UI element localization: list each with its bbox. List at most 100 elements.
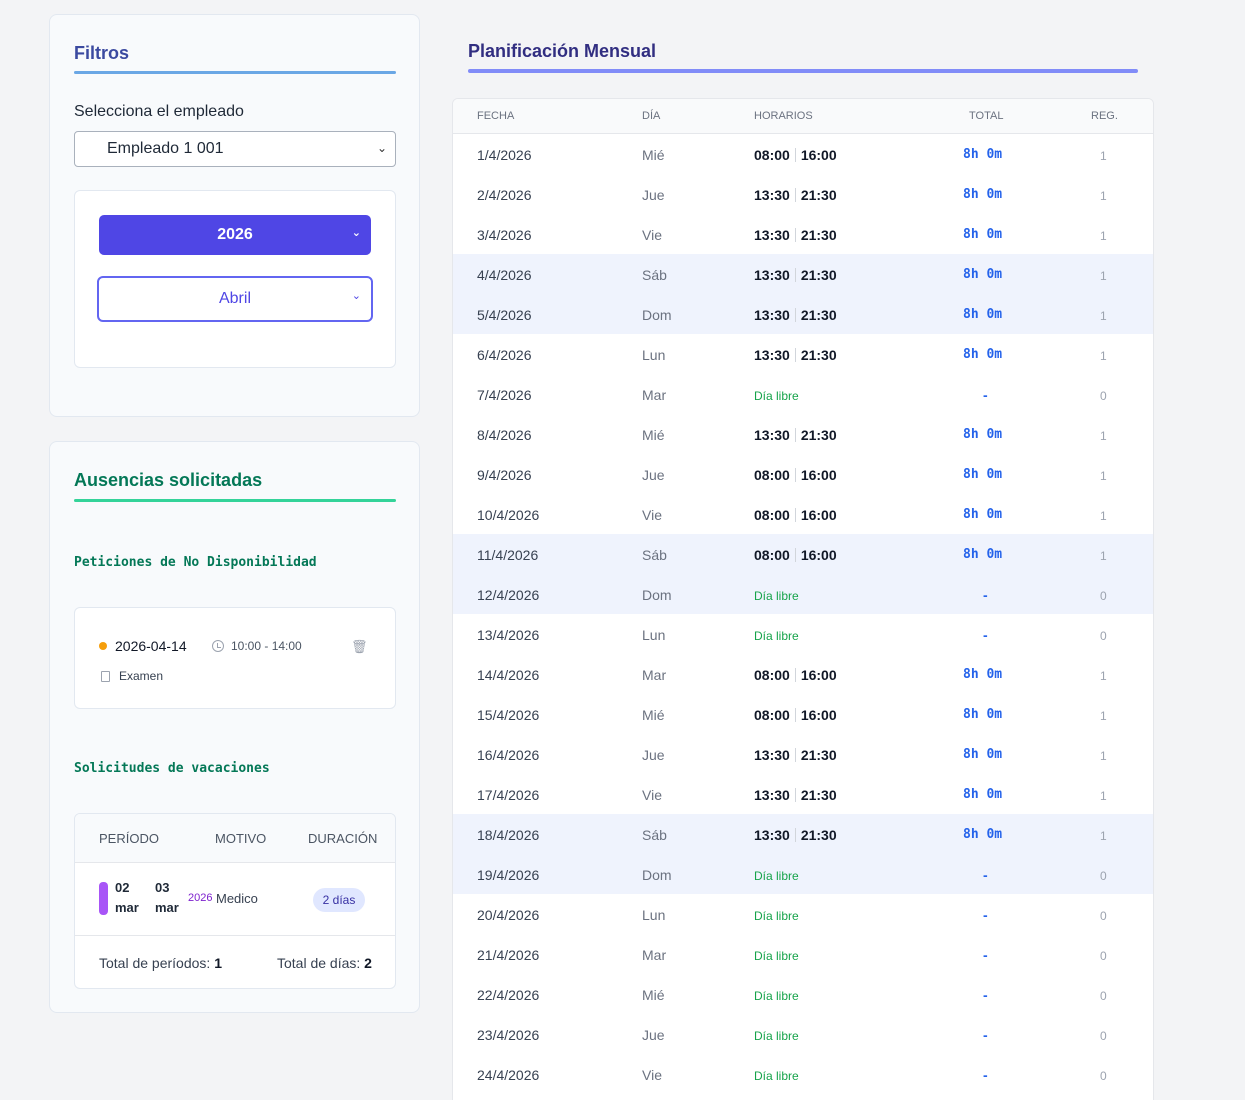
row-reg: 1 <box>1100 309 1107 323</box>
row-start-time: 08:00 <box>754 147 790 163</box>
schedule-row[interactable]: 7/4/2026 Mar Día libre - 0 <box>453 374 1153 414</box>
row-reg: 0 <box>1100 1069 1107 1083</box>
row-date: 6/4/2026 <box>477 347 532 363</box>
row-start-time: 13:30 <box>754 187 790 203</box>
row-end-time: 16:00 <box>800 707 837 723</box>
schedule-row[interactable]: 10/4/2026 Vie 08:00 16:00 8h 0m 1 <box>453 494 1153 534</box>
row-total: - <box>983 947 988 963</box>
row-date: 2/4/2026 <box>477 187 532 203</box>
row-hours: 08:00 16:00 <box>754 547 837 563</box>
row-day: Lun <box>642 907 666 923</box>
schedule-row[interactable]: 5/4/2026 Dom 13:30 21:30 8h 0m 1 <box>453 294 1153 334</box>
schedule-row[interactable]: 13/4/2026 Lun Día libre - 0 <box>453 614 1153 654</box>
schedule-row[interactable]: 17/4/2026 Vie 13:30 21:30 8h 0m 1 <box>453 774 1153 814</box>
schedule-row[interactable]: 14/4/2026 Mar 08:00 16:00 8h 0m 1 <box>453 654 1153 694</box>
row-day: Dom <box>642 867 672 883</box>
row-date: 4/4/2026 <box>477 267 532 283</box>
unavailability-time: 10:00 - 14:00 <box>231 639 302 653</box>
total-periods-value: 1 <box>214 955 222 971</box>
vacation-reason: Medico <box>216 891 258 906</box>
schedule-title: Planificación Mensual <box>468 41 657 61</box>
row-reg: 0 <box>1100 629 1107 643</box>
row-date: 18/4/2026 <box>477 827 540 843</box>
time-separator <box>794 748 796 762</box>
year-select-value: 2026 <box>217 226 253 243</box>
vacations-table: PERÍODO MOTIVO DURACIÓN 02 mar 03 mar 20… <box>74 813 396 989</box>
schedule-row[interactable]: 21/4/2026 Mar Día libre - 0 <box>453 934 1153 974</box>
employee-select[interactable]: Empleado 1 001 ⌄ <box>74 131 396 167</box>
total-days-label: Total de días: <box>277 955 361 971</box>
schedule-row[interactable]: 3/4/2026 Vie 13:30 21:30 8h 0m 1 <box>453 214 1153 254</box>
schedule-row[interactable]: 1/4/2026 Mié 08:00 16:00 8h 0m 1 <box>453 134 1153 174</box>
row-end-time: 16:00 <box>800 667 837 683</box>
row-hours: 13:30 21:30 <box>754 267 837 283</box>
total-periods-label: Total de períodos: <box>99 955 211 971</box>
time-separator <box>794 828 796 842</box>
schedule-row[interactable]: 24/4/2026 Vie Día libre - 0 <box>453 1054 1153 1094</box>
time-separator <box>794 708 796 722</box>
row-reg: 1 <box>1100 229 1107 243</box>
row-end-time: 21:30 <box>800 267 837 283</box>
vacation-row[interactable]: 02 mar 03 mar 2026 Medico 2 días <box>75 863 395 936</box>
row-free-day: Día libre <box>754 869 799 883</box>
time-separator <box>794 788 796 802</box>
year-select[interactable]: 2026 ⌄ <box>99 215 371 255</box>
row-day: Mar <box>642 947 667 963</box>
header-reason: MOTIVO <box>215 831 267 846</box>
time-separator <box>794 548 796 562</box>
row-free-day: Día libre <box>754 989 799 1003</box>
schedule-row[interactable]: 11/4/2026 Sáb 08:00 16:00 8h 0m 1 <box>453 534 1153 574</box>
row-total: - <box>983 387 988 403</box>
schedule-table: FECHA DÍA HORARIOS TOTAL REG. 1/4/2026 Mi… <box>452 98 1154 1100</box>
row-date: 11/4/2026 <box>477 547 539 563</box>
row-reg: 0 <box>1100 909 1107 923</box>
schedule-row[interactable]: 4/4/2026 Sáb 13:30 21:30 8h 0m 1 <box>453 254 1153 294</box>
trash-icon[interactable]: 🗑 <box>351 639 368 654</box>
schedule-divider <box>468 69 1138 73</box>
duration-badge: 2 días <box>313 888 365 912</box>
row-day: Lun <box>642 347 666 363</box>
schedule-row[interactable]: 9/4/2026 Jue 08:00 16:00 8h 0m 1 <box>453 454 1153 494</box>
row-end-time: 21:30 <box>800 347 837 363</box>
schedule-row[interactable]: 2/4/2026 Jue 13:30 21:30 8h 0m 1 <box>453 174 1153 214</box>
time-separator <box>794 468 796 482</box>
schedule-row[interactable]: 12/4/2026 Dom Día libre - 0 <box>453 574 1153 614</box>
row-hours: 13:30 21:30 <box>754 827 837 843</box>
schedule-row[interactable]: 23/4/2026 Jue Día libre - 0 <box>453 1014 1153 1054</box>
schedule-header: FECHA DÍA HORARIOS TOTAL REG. <box>453 99 1153 134</box>
row-hours: 13:30 21:30 <box>754 187 837 203</box>
row-reg: 1 <box>1100 269 1107 283</box>
schedule-row[interactable]: 18/4/2026 Sáb 13:30 21:30 8h 0m 1 <box>453 814 1153 854</box>
row-free-day: Día libre <box>754 909 799 923</box>
row-day: Sáb <box>642 827 667 843</box>
row-day: Vie <box>642 227 662 243</box>
schedule-row[interactable]: 15/4/2026 Mié 08:00 16:00 8h 0m 1 <box>453 694 1153 734</box>
schedule-row[interactable]: 16/4/2026 Jue 13:30 21:30 8h 0m 1 <box>453 734 1153 774</box>
vacations-title: Solicitudes de vacaciones <box>74 761 270 776</box>
clock-icon <box>212 640 224 652</box>
schedule-row[interactable]: 8/4/2026 Mié 13:30 21:30 8h 0m 1 <box>453 414 1153 454</box>
status-dot <box>99 642 107 650</box>
header-date: FECHA <box>477 110 515 122</box>
unavailability-reason: Examen <box>119 669 164 683</box>
row-end-time: 21:30 <box>800 227 837 243</box>
row-reg: 1 <box>1100 549 1107 563</box>
schedule-row[interactable]: 6/4/2026 Lun 13:30 21:30 8h 0m 1 <box>453 334 1153 374</box>
row-day: Jue <box>642 1027 665 1043</box>
row-day: Jue <box>642 747 665 763</box>
row-total: 8h 0m <box>963 707 1003 722</box>
schedule-row[interactable]: 19/4/2026 Dom Día libre - 0 <box>453 854 1153 894</box>
row-end-time: 16:00 <box>800 507 837 523</box>
row-end-time: 16:00 <box>800 467 837 483</box>
row-day: Jue <box>642 187 665 203</box>
row-date: 22/4/2026 <box>477 987 540 1003</box>
row-free-day: Día libre <box>754 949 799 963</box>
schedule-row[interactable]: 22/4/2026 Mié Día libre - 0 <box>453 974 1153 1014</box>
row-start-time: 13:30 <box>754 787 790 803</box>
unavailability-item: 2026-04-14 10:00 - 14:00 🗑 Examen <box>74 607 396 709</box>
row-reg: 0 <box>1100 389 1107 403</box>
month-select[interactable]: Abril ⌄ <box>97 276 373 322</box>
time-separator <box>794 348 796 362</box>
row-reg: 1 <box>1100 789 1107 803</box>
schedule-row[interactable]: 20/4/2026 Lun Día libre - 0 <box>453 894 1153 934</box>
